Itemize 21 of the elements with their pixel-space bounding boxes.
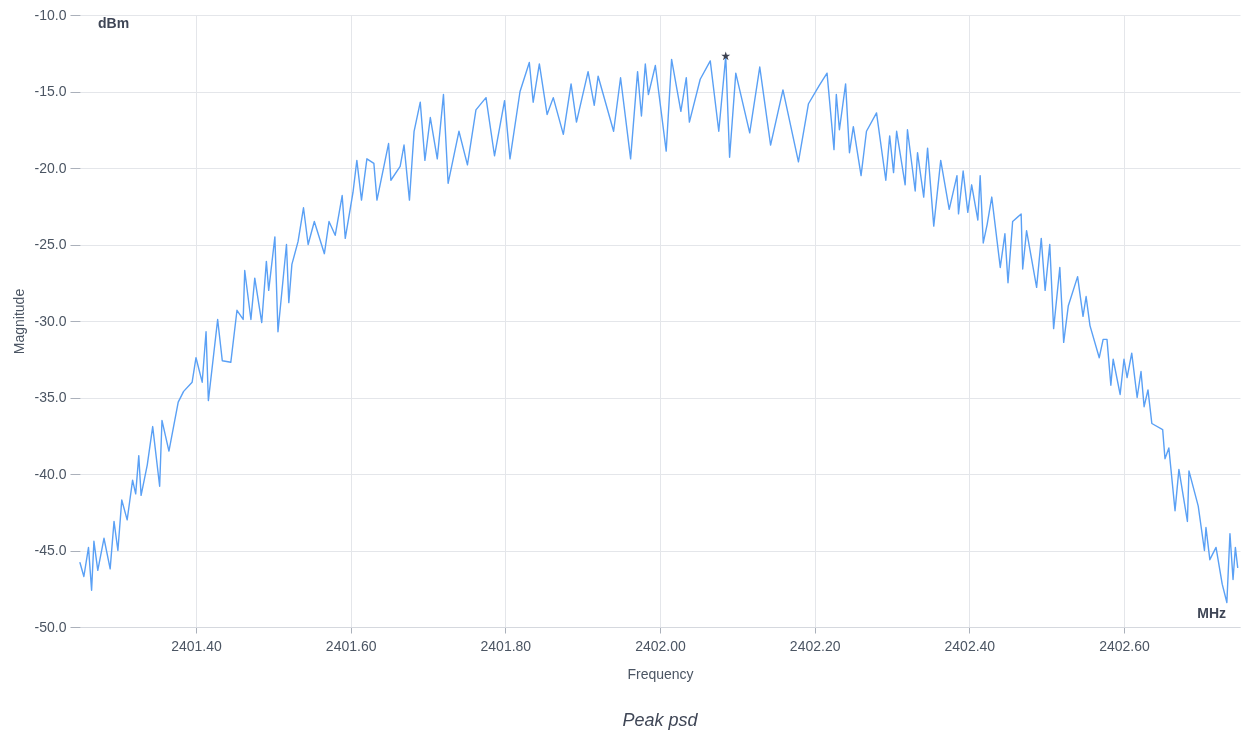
x-tick-label: 2402.00	[635, 637, 687, 654]
y-tick-label: -40.0	[34, 465, 67, 482]
x-tick-label: 2401.80	[480, 637, 532, 654]
y-tick-label: -50.0	[34, 618, 67, 635]
y-axis-title: Magnitude	[10, 288, 27, 355]
annotation: dBm	[98, 15, 130, 31]
x-tick-label: 2402.60	[1099, 637, 1151, 654]
y-tick-label: -15.0	[34, 83, 67, 99]
x-tick-label: 2402.40	[944, 637, 996, 654]
y-tick-label: -10.0	[34, 6, 67, 23]
y-tick-label: -20.0	[34, 159, 67, 176]
annotation: MHz	[1197, 605, 1226, 621]
x-tick-label: 2401.60	[325, 637, 377, 654]
y-tick-label: -35.0	[34, 389, 67, 405]
x-tick-label: 2401.40	[171, 637, 223, 654]
x-axis-title: Frequency	[627, 665, 694, 682]
text: Peak psd	[622, 710, 699, 730]
y-tick-label: -45.0	[34, 542, 67, 558]
y-tick-label: -30.0	[34, 312, 67, 329]
x-tick-label: 2402.20	[789, 637, 841, 654]
y-tick-label: -25.0	[34, 236, 67, 252]
